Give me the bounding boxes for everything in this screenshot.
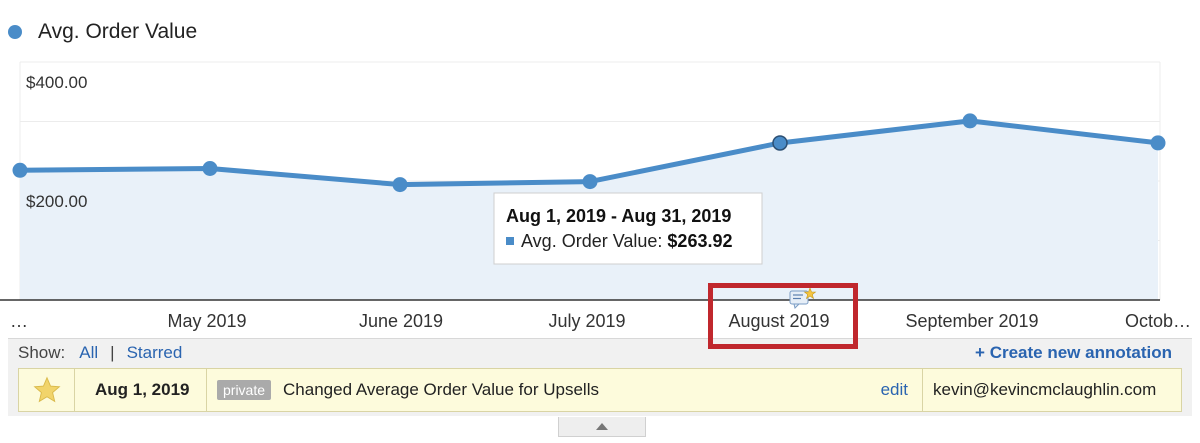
filter-starred-link[interactable]: Starred xyxy=(126,342,183,362)
legend-label: Avg. Order Value xyxy=(38,20,198,43)
annotation-star-cell[interactable] xyxy=(19,369,75,411)
data-point[interactable] xyxy=(582,174,598,190)
annotation-marker-icon[interactable] xyxy=(789,287,817,309)
data-point[interactable] xyxy=(202,161,218,177)
annotation-date: Aug 1, 2019 xyxy=(75,369,207,411)
x-axis-labels: … May 2019 June 2019 July 2019 August 2019 Se… xyxy=(10,311,1191,331)
series-points xyxy=(12,113,1166,193)
annotation-row: Aug 1, 2019 private Changed Average Orde… xyxy=(18,368,1182,412)
y-tick-label: $200.00 xyxy=(26,192,87,211)
data-point[interactable] xyxy=(962,113,978,129)
svg-text:Avg. Order Value:$263.92: Avg. Order Value: $263.92 xyxy=(521,231,733,251)
data-point[interactable] xyxy=(772,135,788,151)
create-annotation-link[interactable]: + Create new annotation xyxy=(975,342,1172,362)
chart-legend: Avg. Order Value xyxy=(8,18,197,46)
data-point[interactable] xyxy=(1150,135,1166,151)
annotation-note: Changed Average Order Value for Upsells xyxy=(283,380,599,399)
annotation-edit-link[interactable]: edit xyxy=(880,380,908,399)
tooltip-series-label: Avg. Order Value: xyxy=(521,231,662,251)
filter-all-link[interactable]: All xyxy=(79,342,99,362)
tooltip-title: Aug 1, 2019 - Aug 31, 2019 xyxy=(506,206,731,226)
annotation-list: Aug 1, 2019 private Changed Average Orde… xyxy=(8,366,1192,416)
y-axis-labels: $200.00 $400.00 xyxy=(26,73,87,211)
x-tick-label: Octob… xyxy=(1125,311,1191,331)
x-tick-label: June 2019 xyxy=(359,311,443,331)
tooltip-series-swatch xyxy=(506,237,514,245)
data-point[interactable] xyxy=(392,177,408,193)
x-tick-label: August 2019 xyxy=(728,311,829,331)
data-point[interactable] xyxy=(12,162,28,178)
filter-separator: | xyxy=(110,342,115,362)
visibility-badge: private xyxy=(217,380,272,400)
annotation-toolbar: Show: All | Starred + Create new annotat… xyxy=(8,338,1192,366)
tooltip-value: $263.92 xyxy=(667,231,732,251)
x-tick-label: … xyxy=(10,311,28,331)
show-label: Show: xyxy=(18,342,66,362)
x-tick-label: July 2019 xyxy=(548,311,625,331)
legend-dot-icon xyxy=(8,25,22,39)
y-tick-label: $400.00 xyxy=(26,73,87,92)
x-tick-label: September 2019 xyxy=(905,311,1038,331)
caret-up-icon xyxy=(596,423,608,430)
annotation-note-cell: private Changed Average Order Value for … xyxy=(207,369,923,411)
x-tick-label: May 2019 xyxy=(167,311,246,331)
collapse-annotations-button[interactable] xyxy=(558,417,646,437)
annotation-author: kevin@kevincmclaughlin.com xyxy=(933,380,1157,399)
star-icon[interactable] xyxy=(32,376,61,404)
chart-tooltip: Aug 1, 2019 - Aug 31, 2019 Avg. Order Va… xyxy=(493,192,763,265)
line-chart: $200.00 $400.00 … May 2019 June 2019 July 20… xyxy=(0,61,1191,331)
